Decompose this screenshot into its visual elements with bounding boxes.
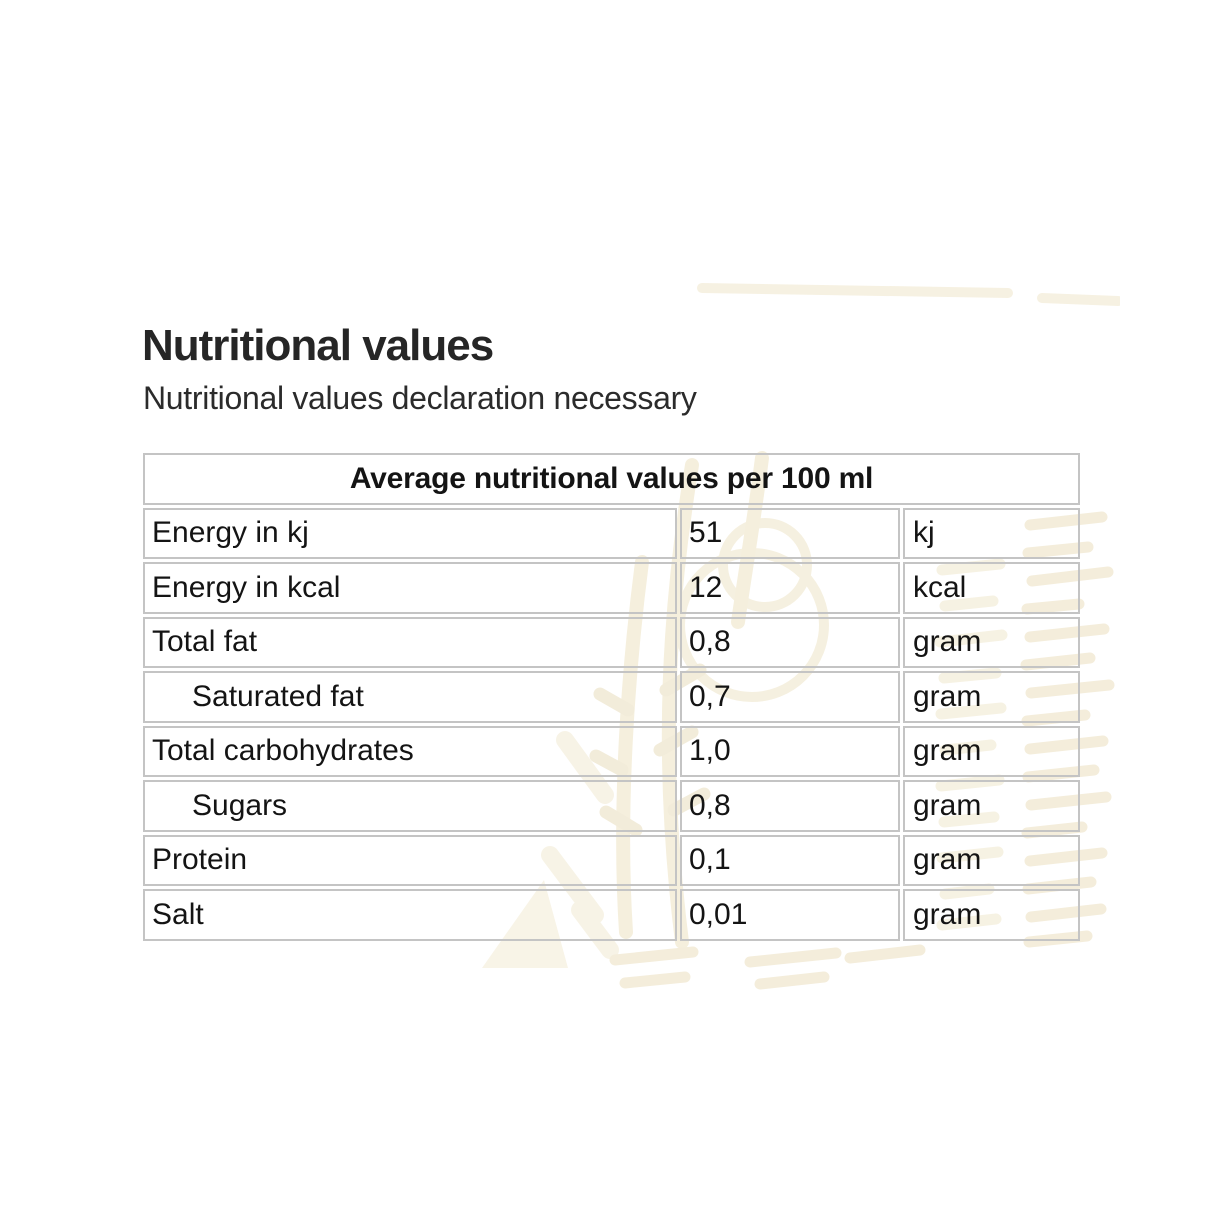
nutrient-value: 51 [680, 507, 900, 559]
nutrient-unit: gram [903, 889, 1081, 941]
table-row: Total carbohydrates 1,0 gram [143, 725, 1081, 777]
table-header: Average nutritional values per 100 ml [143, 453, 1081, 505]
nutrient-label: Total fat [143, 616, 677, 668]
nutrition-table: Average nutritional values per 100 ml En… [140, 450, 1083, 944]
nutrient-unit: gram [903, 780, 1081, 832]
nutrient-value: 1,0 [680, 725, 900, 777]
nutrient-value: 0,1 [680, 834, 900, 886]
nutrient-label: Total carbohydrates [143, 725, 677, 777]
nutrient-unit: gram [903, 834, 1081, 886]
page-subtitle: Nutritional values declaration necessary [143, 380, 697, 416]
nutrient-unit: gram [903, 616, 1081, 668]
nutrient-value: 0,8 [680, 616, 900, 668]
nutrient-label: Energy in kj [143, 507, 677, 559]
nutrient-label: Saturated fat [143, 671, 677, 723]
table-row: Protein 0,1 gram [143, 834, 1081, 886]
nutrient-label: Salt [143, 889, 677, 941]
table-row: Energy in kj 51 kj [143, 507, 1081, 559]
nutrition-table-body: Energy in kj 51 kj Energy in kcal 12 kca… [143, 507, 1081, 941]
table-header-row: Average nutritional values per 100 ml [143, 453, 1081, 505]
nutrient-unit: kcal [903, 562, 1081, 614]
nutrient-unit: kj [903, 507, 1081, 559]
nutrient-value: 0,8 [680, 780, 900, 832]
nutrient-label: Protein [143, 834, 677, 886]
table-row: Sugars 0,8 gram [143, 780, 1081, 832]
table-row: Energy in kcal 12 kcal [143, 562, 1081, 614]
nutrient-label: Energy in kcal [143, 562, 677, 614]
table-row: Salt 0,01 gram [143, 889, 1081, 941]
nutrient-value: 0,7 [680, 671, 900, 723]
nutrient-value: 0,01 [680, 889, 900, 941]
table-row: Total fat 0,8 gram [143, 616, 1081, 668]
nutrient-value: 12 [680, 562, 900, 614]
nutrient-unit: gram [903, 725, 1081, 777]
table-row: Saturated fat 0,7 gram [143, 671, 1081, 723]
nutrient-label: Sugars [143, 780, 677, 832]
nutrient-unit: gram [903, 671, 1081, 723]
page-title: Nutritional values [142, 321, 494, 370]
